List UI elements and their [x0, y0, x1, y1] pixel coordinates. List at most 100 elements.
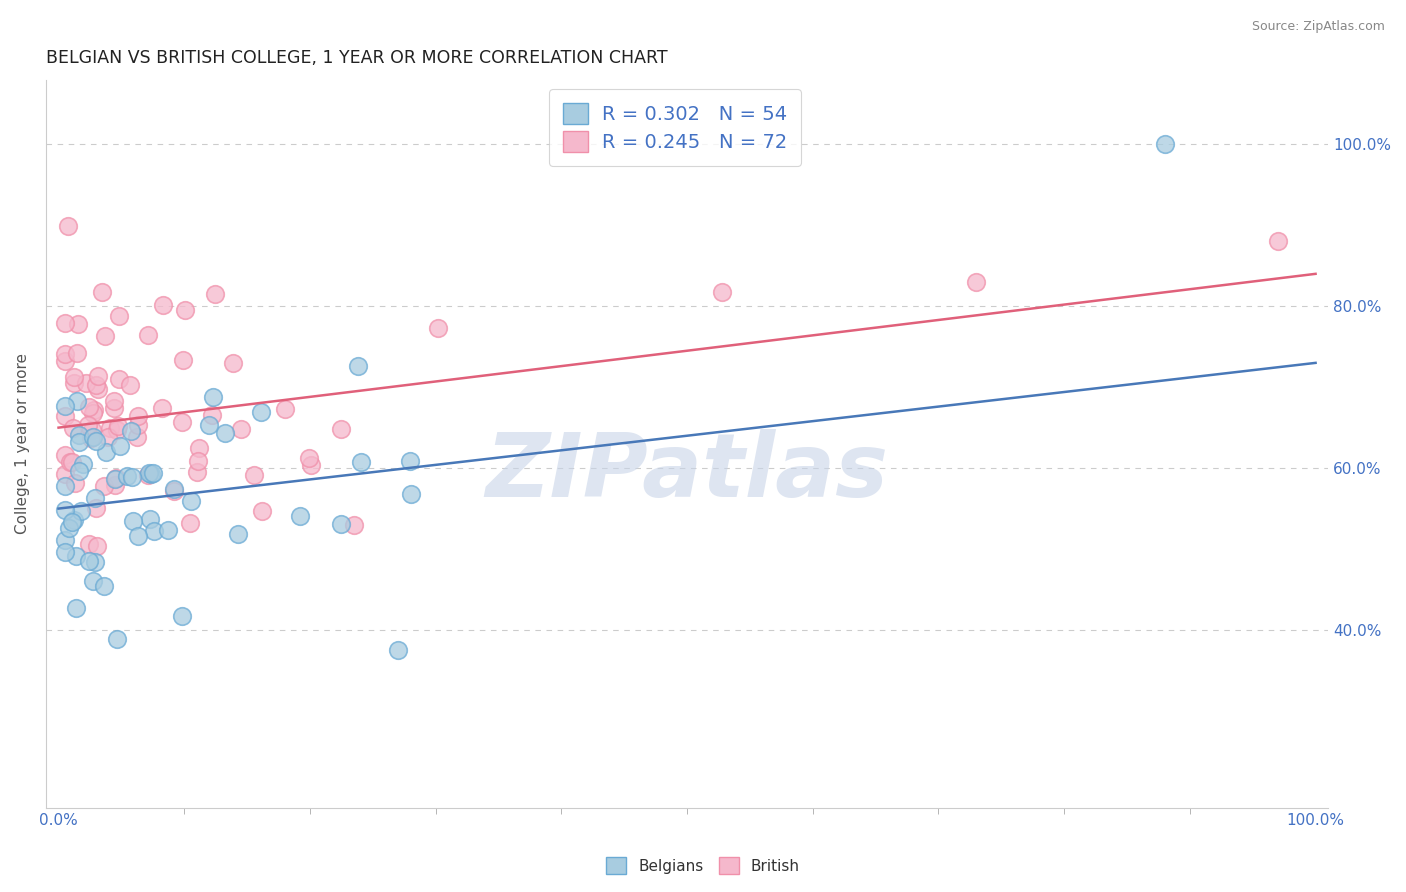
Point [53, 354, 76, 368]
Point [170, 415, 193, 429]
Point [965, 275, 987, 289]
Point [87, 382, 110, 396]
Point [80, 423, 103, 437]
Point [163, 482, 186, 496]
Point [138, 467, 160, 481]
Point [84, 501, 107, 516]
Point [142, 466, 165, 480]
Point [93, 578, 115, 592]
Point [82, 574, 104, 588]
Point [117, 469, 139, 483]
Point [77, 537, 100, 551]
Point [62, 376, 84, 391]
Point [104, 478, 127, 492]
Point [329, 517, 352, 532]
Point [243, 468, 266, 483]
Point [274, 401, 297, 416]
Point [77, 418, 100, 433]
Point [75, 376, 97, 391]
Point [84, 377, 107, 392]
Point [710, 285, 733, 299]
Point [139, 467, 162, 482]
Point [104, 470, 127, 484]
Point [179, 516, 201, 530]
Point [53, 503, 76, 517]
Point [66, 345, 89, 359]
Y-axis label: College, 1 year or more: College, 1 year or more [15, 353, 30, 534]
Point [98, 421, 121, 435]
Point [108, 371, 131, 385]
Point [1153, 137, 1175, 152]
Point [250, 504, 273, 518]
Point [127, 409, 149, 423]
Point [65, 549, 87, 563]
Point [53, 449, 76, 463]
Point [67, 428, 90, 442]
Point [104, 472, 127, 486]
Point [197, 417, 219, 432]
Point [67, 464, 90, 478]
Point [298, 450, 321, 465]
Point [299, 458, 322, 472]
Point [226, 527, 249, 541]
Point [121, 470, 143, 484]
Point [127, 529, 149, 543]
Point [70, 504, 93, 518]
Point [350, 455, 373, 469]
Point [139, 511, 162, 525]
Point [152, 298, 174, 312]
Point [60, 515, 83, 529]
Point [180, 494, 202, 508]
Point [53, 409, 76, 423]
Point [108, 439, 131, 453]
Point [62, 455, 84, 469]
Point [136, 468, 159, 483]
Point [202, 390, 225, 404]
Point [103, 394, 125, 409]
Point [120, 424, 142, 438]
Point [56, 219, 79, 234]
Text: ZIPatlas: ZIPatlas [485, 429, 889, 516]
Point [58, 521, 80, 535]
Point [249, 405, 271, 419]
Point [67, 435, 90, 450]
Point [53, 478, 76, 492]
Point [63, 476, 86, 491]
Point [107, 423, 129, 437]
Point [187, 454, 209, 468]
Point [77, 554, 100, 568]
Point [156, 524, 179, 538]
Point [72, 457, 94, 471]
Point [172, 353, 194, 368]
Point [122, 514, 145, 528]
Point [204, 286, 226, 301]
Point [53, 399, 76, 413]
Point [66, 317, 89, 331]
Point [163, 484, 186, 499]
Text: Source: ZipAtlas.com: Source: ZipAtlas.com [1251, 20, 1385, 33]
Point [77, 401, 100, 415]
Point [93, 329, 115, 343]
Point [346, 359, 368, 374]
Point [53, 316, 76, 330]
Point [53, 467, 76, 482]
Point [53, 545, 76, 559]
Point [398, 454, 420, 468]
Point [94, 445, 117, 459]
Point [288, 509, 311, 524]
Point [65, 601, 87, 615]
Point [59, 455, 82, 469]
Point [53, 533, 76, 547]
Point [83, 403, 105, 417]
Point [84, 434, 107, 449]
Point [62, 421, 84, 435]
Point [1267, 235, 1289, 249]
Point [84, 555, 107, 569]
Point [214, 425, 236, 440]
Point [125, 430, 148, 444]
Point [136, 327, 159, 342]
Text: BELGIAN VS BRITISH COLLEGE, 1 YEAR OR MORE CORRELATION CHART: BELGIAN VS BRITISH COLLEGE, 1 YEAR OR MO… [46, 49, 668, 67]
Legend: R = 0.302   N = 54, R = 0.245   N = 72: R = 0.302 N = 54, R = 0.245 N = 72 [550, 89, 800, 166]
Point [150, 401, 173, 415]
Point [86, 539, 108, 553]
